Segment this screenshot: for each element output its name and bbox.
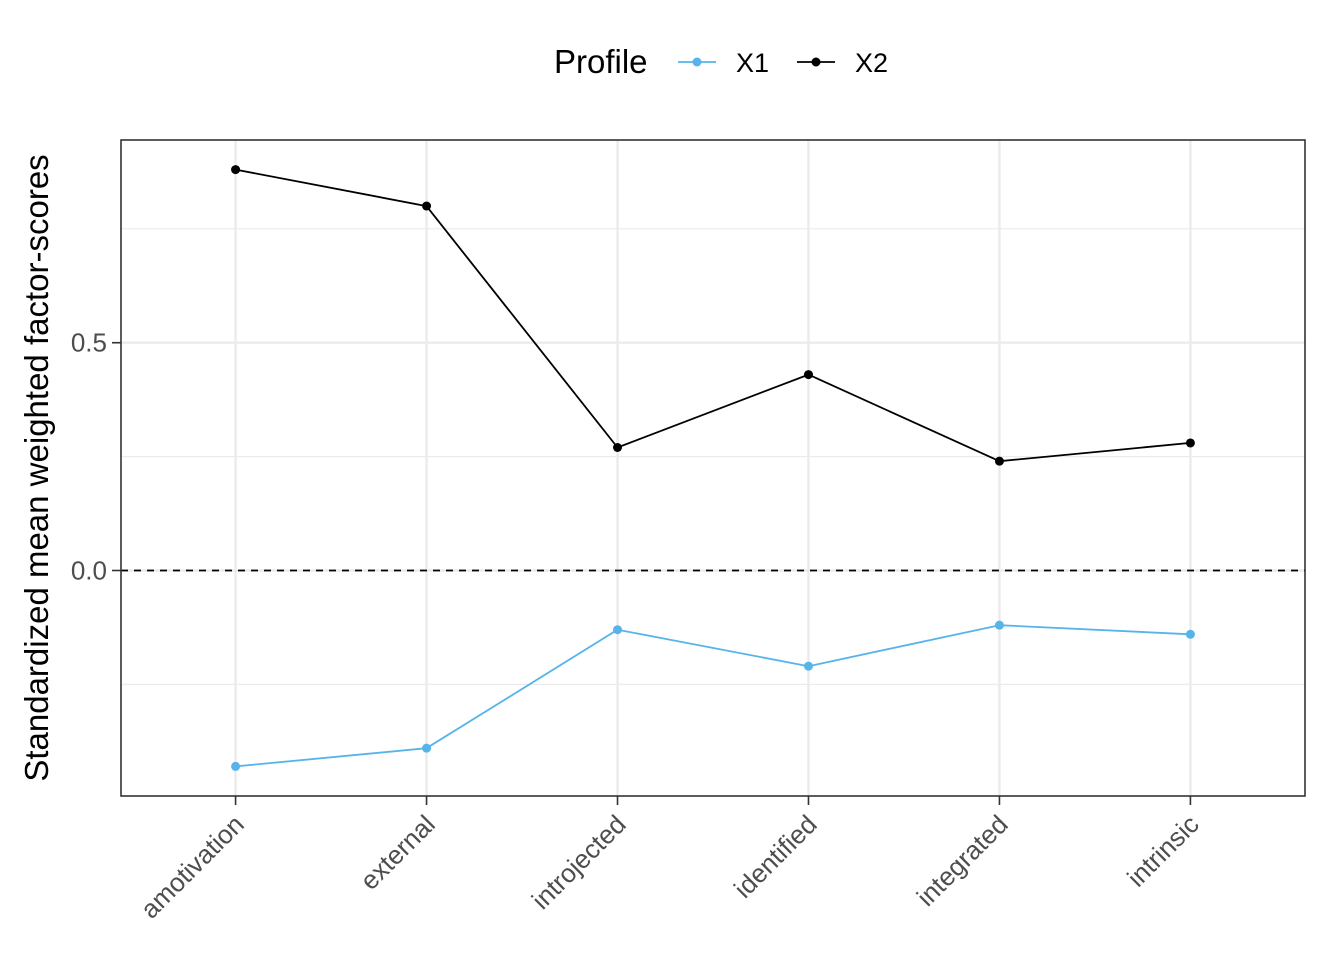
data-point-x1-amotivation [231,761,241,771]
data-point-x1-integrated [994,620,1004,630]
legend: Profile X1 X2 [554,43,888,80]
data-point-x1-introjected [613,625,623,635]
legend-label-x2: X2 [855,48,888,78]
data-point-x1-external [422,743,432,753]
minor-gridlines [121,228,1305,685]
legend-label-x1: X1 [736,48,769,78]
data-point-x2-identified [803,370,813,380]
series-line-x1 [235,624,1191,768]
data-point-x2-introjected [613,443,623,452]
data-point-x1-intrinsic [1185,629,1195,639]
series-x2 [231,165,1195,466]
data-point-x2-amotivation [231,165,241,175]
data-point-x2-intrinsic [1185,438,1195,448]
y-tick-label: 0.5 [71,328,107,358]
legend-key-point-x1 [692,57,702,67]
series-layer [231,165,1195,771]
y-axis: 0.0 0.5 [71,328,121,586]
series-line-x2 [235,168,1191,463]
legend-item-x1: X1 [678,48,769,78]
data-point-x2-external [422,201,432,211]
y-tick-label: 0.0 [71,556,107,586]
legend-key-point-x2 [811,57,821,67]
series-x1 [231,620,1195,771]
data-point-x2-integrated [994,456,1004,466]
data-point-x1-identified [803,661,813,671]
y-axis-title: Standardized mean weighted factor-scores [18,154,55,781]
panel-border [120,139,1306,797]
legend-title: Profile [554,43,648,80]
legend-item-x2: X2 [797,48,888,78]
